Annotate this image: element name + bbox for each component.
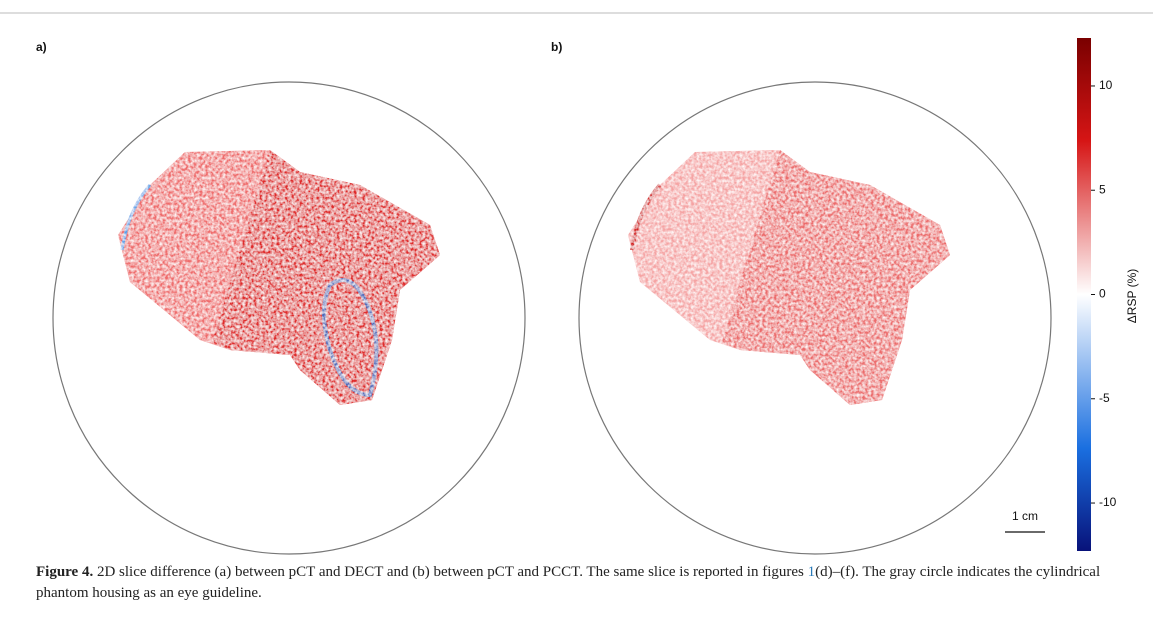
caption-text: 2D slice difference (a) between pCT and … (93, 564, 808, 580)
panel-label: a) (36, 40, 47, 54)
colorbar (1077, 38, 1091, 551)
colorbar-tick-label: -10 (1099, 495, 1117, 509)
colorbar-tick-label: 10 (1099, 78, 1113, 92)
colorbar-tick-label: 5 (1099, 182, 1106, 196)
scale-bar-label: 1 cm (1012, 509, 1038, 523)
caption: Figure 4. 2D slice difference (a) betwee… (36, 562, 1116, 604)
colorbar-tick-label: 0 (1099, 287, 1106, 301)
panel-label: b) (551, 40, 562, 54)
phantom-circle (52, 81, 526, 555)
colorbar-tick-label: -5 (1099, 391, 1110, 405)
figure: a) b) 10 5 0 -5 -10 ΔRSP (%) 1 cm (0, 12, 1153, 555)
caption-label: Figure 4. (36, 564, 94, 580)
phantom-circle (578, 81, 1052, 555)
slice-a (118, 150, 440, 405)
figure-link[interactable]: 1 (807, 564, 816, 580)
caption-text: (d)–(f). The gray circle indicates the c… (36, 564, 1101, 601)
slice-b (628, 150, 950, 405)
colorbar-label: ΔRSP (%) (1125, 269, 1139, 323)
